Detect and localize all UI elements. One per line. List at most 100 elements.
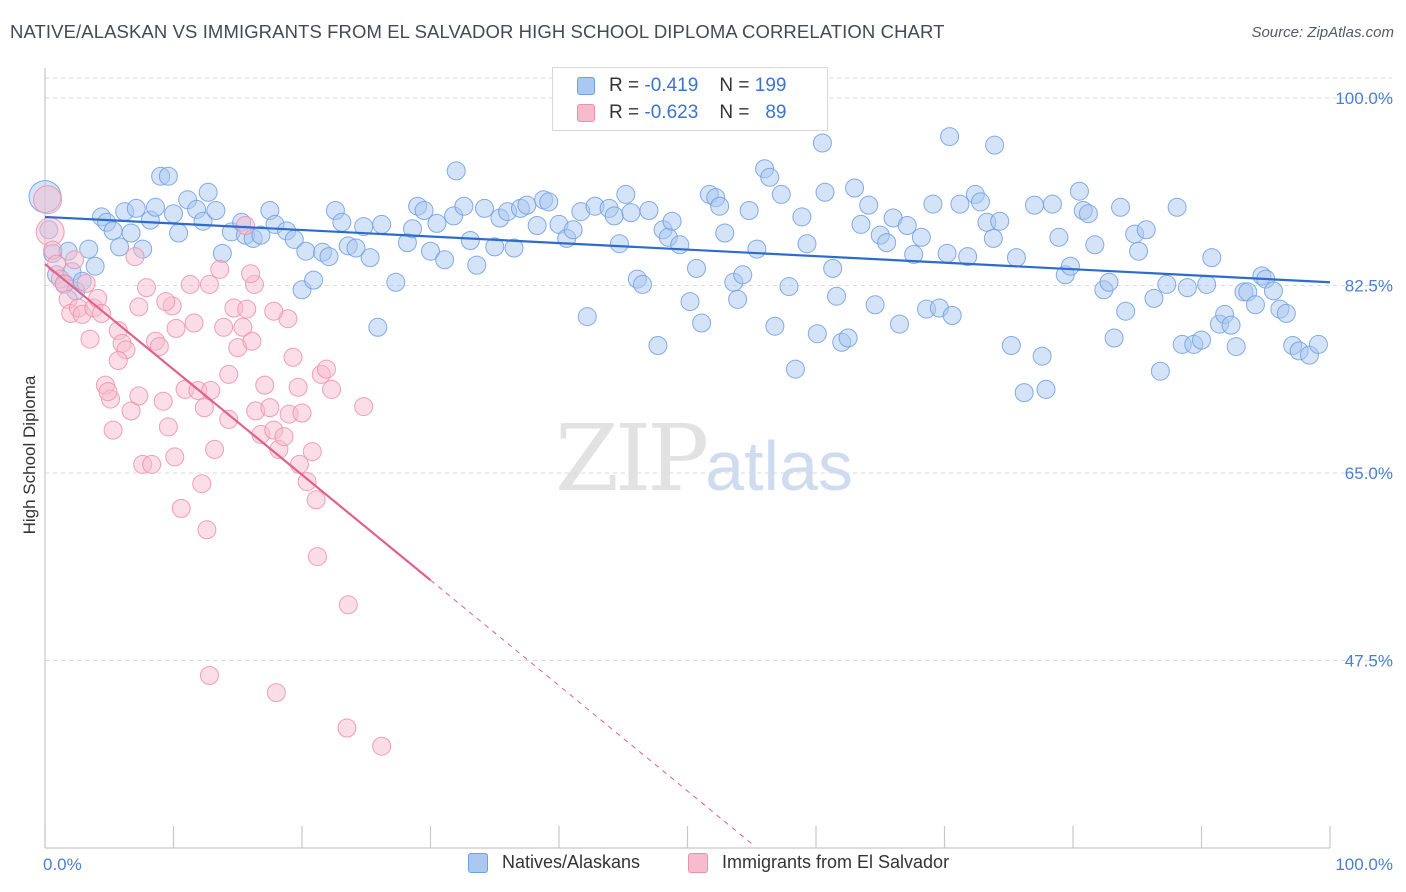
stats-row-el-salvador: R = -0.623 N = 89 — [577, 100, 786, 126]
data-point — [670, 235, 690, 255]
data-point — [292, 403, 312, 423]
natives-trend-line — [44, 215, 1331, 284]
data-point — [198, 182, 218, 202]
data-point — [639, 201, 659, 220]
data-point — [264, 301, 284, 321]
data-point — [372, 736, 392, 756]
data-point — [129, 386, 149, 406]
data-point — [103, 221, 123, 241]
data-point — [98, 382, 118, 402]
data-point — [807, 324, 827, 344]
data-point — [76, 273, 96, 293]
data-point — [1136, 220, 1156, 240]
data-point — [779, 277, 799, 297]
data-point — [797, 234, 817, 254]
data-point — [1116, 301, 1136, 321]
data-point — [890, 314, 910, 334]
data-point — [983, 228, 1003, 248]
legend-label: Natives/Alaskans — [502, 852, 641, 872]
n-label: N = — [719, 102, 750, 123]
data-point — [171, 498, 191, 518]
data-point — [260, 398, 280, 418]
data-point — [904, 244, 924, 264]
data-point — [255, 375, 275, 395]
chart-title: NATIVE/ALASKAN VS IMMIGRANTS FROM EL SAL… — [10, 21, 945, 42]
data-point — [985, 135, 1005, 155]
data-point — [165, 447, 185, 467]
x-tick-label: 100.0% — [1335, 855, 1393, 874]
data-point — [838, 328, 858, 348]
data-point — [823, 258, 843, 278]
data-point — [205, 439, 225, 459]
data-point — [386, 272, 406, 292]
data-point — [241, 264, 261, 284]
data-point — [33, 185, 63, 215]
data-point — [958, 247, 978, 267]
data-point — [126, 198, 146, 218]
data-points — [28, 127, 1328, 756]
data-point — [765, 316, 785, 336]
data-point — [527, 216, 547, 235]
data-point — [990, 211, 1010, 231]
legend-item-natives[interactable]: Natives/Alaskans — [468, 852, 640, 873]
data-point — [1111, 197, 1131, 217]
data-point — [609, 234, 629, 254]
data-point — [180, 274, 200, 294]
data-point — [1197, 274, 1217, 294]
data-point — [137, 278, 157, 298]
data-point — [219, 409, 239, 429]
data-point — [302, 442, 322, 462]
data-point — [337, 718, 357, 738]
data-point — [65, 250, 85, 270]
data-point — [633, 274, 653, 294]
data-point — [201, 381, 221, 400]
el-salvador-trend-extension — [430, 579, 753, 845]
r-label: R = — [609, 102, 640, 123]
data-point — [485, 237, 505, 257]
data-point — [621, 203, 641, 223]
y-tick-label: 47.5% — [1345, 652, 1393, 671]
data-point — [79, 239, 99, 259]
data-point — [158, 166, 178, 186]
data-point — [142, 454, 162, 474]
data-point — [539, 192, 559, 212]
data-point — [950, 194, 970, 214]
data-point — [792, 207, 812, 227]
data-point — [517, 195, 537, 215]
data-point — [1014, 383, 1034, 403]
data-point — [692, 313, 712, 333]
data-point — [251, 225, 271, 245]
data-point — [1308, 334, 1328, 354]
x-tick-label: 0.0% — [43, 855, 82, 874]
data-point — [103, 420, 123, 440]
data-point — [1069, 181, 1089, 201]
data-point — [467, 255, 487, 275]
data-point — [212, 243, 232, 263]
data-point — [710, 196, 730, 216]
el-salvador-swatch — [577, 104, 595, 122]
data-point — [121, 223, 141, 243]
data-point — [1036, 379, 1056, 399]
data-point — [604, 206, 624, 226]
source-credit: Source: ZipAtlas.com — [1251, 24, 1394, 41]
data-point — [368, 317, 388, 337]
data-point — [80, 329, 100, 349]
legend-item-el-salvador[interactable]: Immigrants from El Salvador — [688, 852, 949, 873]
y-tick-label: 82.5% — [1345, 277, 1393, 296]
data-point — [235, 216, 255, 235]
data-point — [865, 295, 885, 315]
watermark-zip: ZIP — [555, 405, 709, 512]
data-point — [616, 184, 636, 204]
data-point — [577, 307, 597, 327]
data-point — [1144, 288, 1164, 308]
data-point — [845, 178, 865, 198]
data-point — [940, 127, 960, 147]
data-point — [233, 317, 253, 337]
data-point — [970, 192, 990, 212]
data-point — [92, 303, 112, 323]
data-point — [1042, 194, 1062, 214]
data-point — [210, 259, 230, 279]
data-point — [306, 490, 326, 510]
data-point — [827, 286, 847, 306]
